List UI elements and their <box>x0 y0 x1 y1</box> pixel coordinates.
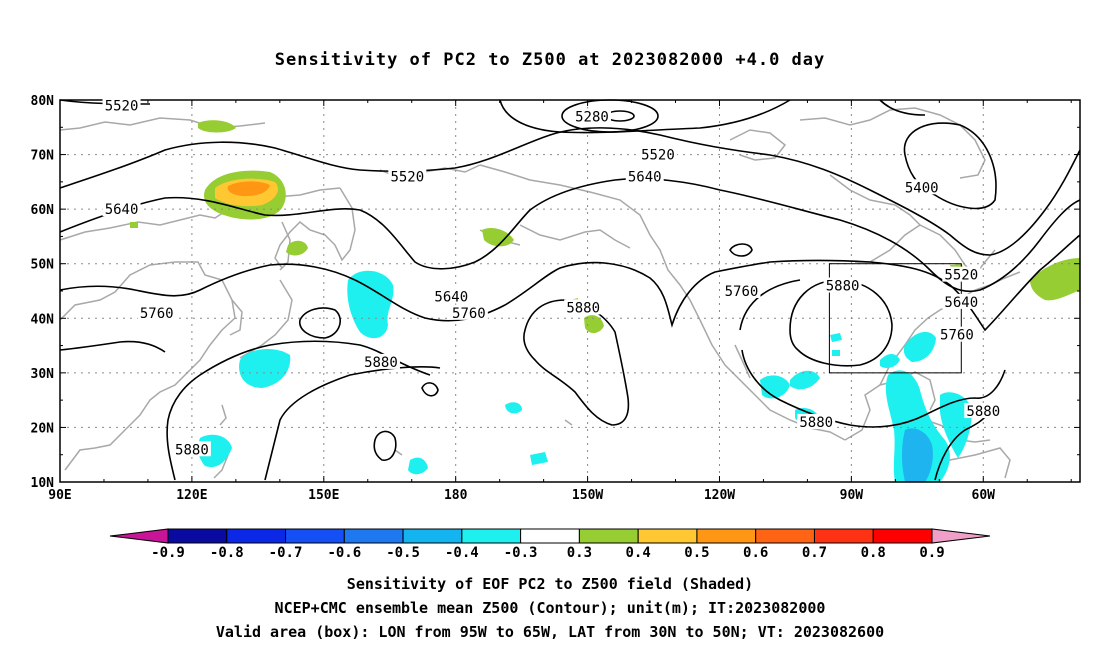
contour-label-bg <box>449 304 488 320</box>
axis-ticks <box>59 99 1080 483</box>
contour-label-bg <box>964 403 1003 419</box>
colorbar-segment <box>226 528 287 544</box>
contour-label-bg <box>625 168 664 184</box>
contour-label-bg <box>102 201 141 217</box>
latitude-labels: 80N 70N 60N 50N 40N 30N 20N 10N <box>31 94 55 491</box>
contour-label-bg <box>388 168 427 184</box>
colorbar-label: 0.3 <box>567 545 592 561</box>
contour-label: 5880 <box>826 279 860 295</box>
contour-label: 5880 <box>799 415 833 431</box>
colorbar-labels: -0.9 -0.8 -0.7 -0.6 -0.5 -0.4 -0.3 0.3 0.4 0.5 0.6… <box>151 545 945 561</box>
lat-label: 50N <box>31 258 55 273</box>
lon-label: 90W <box>840 488 864 503</box>
contour-label-bg <box>572 108 611 124</box>
lon-label: 120W <box>704 488 735 503</box>
contour-label-bg <box>102 97 141 113</box>
contour-label-bg <box>722 283 761 298</box>
colorbar-label: 0.6 <box>743 545 768 561</box>
contour-label-bg <box>361 353 400 369</box>
contour-label: 5640 <box>944 295 978 311</box>
colorbar-label: 0.7 <box>802 545 827 561</box>
contour-label-bg <box>564 299 603 315</box>
contour-label: 5880 <box>364 355 398 371</box>
caption-line-2: NCEP+CMC ensemble mean Z500 (Contour); u… <box>274 599 826 617</box>
contour-label-bg <box>942 266 981 282</box>
chart-title: Sensitivity of PC2 to Z500 at 2023082000… <box>274 50 826 70</box>
colorbar-label: 0.8 <box>861 545 886 561</box>
lat-label: 70N <box>31 149 55 164</box>
contour-label-bg <box>942 293 981 309</box>
contour-label-bg <box>937 326 976 342</box>
contour-label: 5640 <box>628 169 662 185</box>
sensitivity-shading <box>130 120 1080 482</box>
colorbar-label: 0.5 <box>684 545 709 561</box>
lon-label: 150W <box>572 488 603 503</box>
colorbar-label: 0.4 <box>626 545 651 561</box>
colorbar-label: -0.6 <box>327 545 361 561</box>
lat-label: 20N <box>31 421 55 436</box>
lon-label: 60W <box>972 488 996 503</box>
lat-label: 40N <box>31 312 55 327</box>
contour-label: 5880 <box>175 442 209 458</box>
contour-label-bg <box>432 288 471 304</box>
contour-label: 5520 <box>641 148 675 164</box>
valid-area-box <box>828 263 962 374</box>
colorbar-label: -0.7 <box>269 545 303 561</box>
contour-label: 5520 <box>944 268 978 284</box>
lon-label: 150E <box>308 488 339 503</box>
contour-label: 5760 <box>725 284 759 300</box>
lon-label: 180 <box>444 488 468 503</box>
colorbar-segment <box>637 528 698 544</box>
colorbar-segment <box>285 528 345 544</box>
colorbar-segment <box>461 528 522 544</box>
colorbar-segment <box>755 528 815 544</box>
lon-label: 90E <box>48 488 71 503</box>
colorbar-label: -0.3 <box>504 545 538 561</box>
colorbar-label: -0.4 <box>445 545 479 561</box>
contour-label-bg <box>137 304 176 320</box>
colorbar-label: -0.8 <box>210 545 244 561</box>
colorbar-under-triangle <box>109 528 169 544</box>
colorbar-segment <box>872 528 933 544</box>
contour-label-bg <box>172 441 211 457</box>
colorbar-segment <box>343 528 404 544</box>
colorbar-segment <box>578 528 639 544</box>
lat-label: 60N <box>31 203 55 218</box>
colorbar-segment <box>696 528 757 544</box>
colorbar-segment <box>520 528 580 544</box>
contour-label-bg <box>823 277 862 293</box>
contour-label-bg <box>797 413 836 429</box>
lon-label: 120E <box>176 488 207 503</box>
colorbar-label: -0.5 <box>386 545 420 561</box>
contour-label-bg <box>902 179 941 195</box>
colorbar-label: 0.9 <box>919 545 944 561</box>
contour-label: 5760 <box>940 328 974 344</box>
lat-label: 80N <box>31 94 55 109</box>
contour-label: 5760 <box>452 306 486 322</box>
contour-label: 5760 <box>140 306 174 322</box>
contour-label: 5880 <box>566 300 600 316</box>
contour-label: 5520 <box>105 98 139 114</box>
contour-label: 5400 <box>905 180 939 196</box>
contour-label-bg <box>638 146 677 162</box>
lat-label: 10N <box>31 476 55 491</box>
colorbar-label: -0.9 <box>151 545 185 561</box>
contour-label: 5880 <box>966 404 1000 420</box>
contour-label: 5640 <box>105 202 139 218</box>
longitude-labels: 90E 120E 150E 180 150W 120W 90W 60W <box>48 488 995 503</box>
lat-label: 30N <box>31 367 55 382</box>
contour-label: 5520 <box>390 169 424 185</box>
contour-label: 5640 <box>434 289 468 305</box>
caption-line-3: Valid area (box): LON from 95W to 65W, L… <box>215 623 885 641</box>
caption-line-1: Sensitivity of EOF PC2 to Z500 field (Sh… <box>346 575 754 593</box>
colorbar-segment <box>402 528 463 544</box>
colorbar <box>109 528 991 544</box>
contour-label: 5280 <box>575 109 609 125</box>
colorbar-segment <box>167 528 228 544</box>
colorbar-over-triangle <box>931 528 991 544</box>
colorbar-segment <box>813 528 874 544</box>
